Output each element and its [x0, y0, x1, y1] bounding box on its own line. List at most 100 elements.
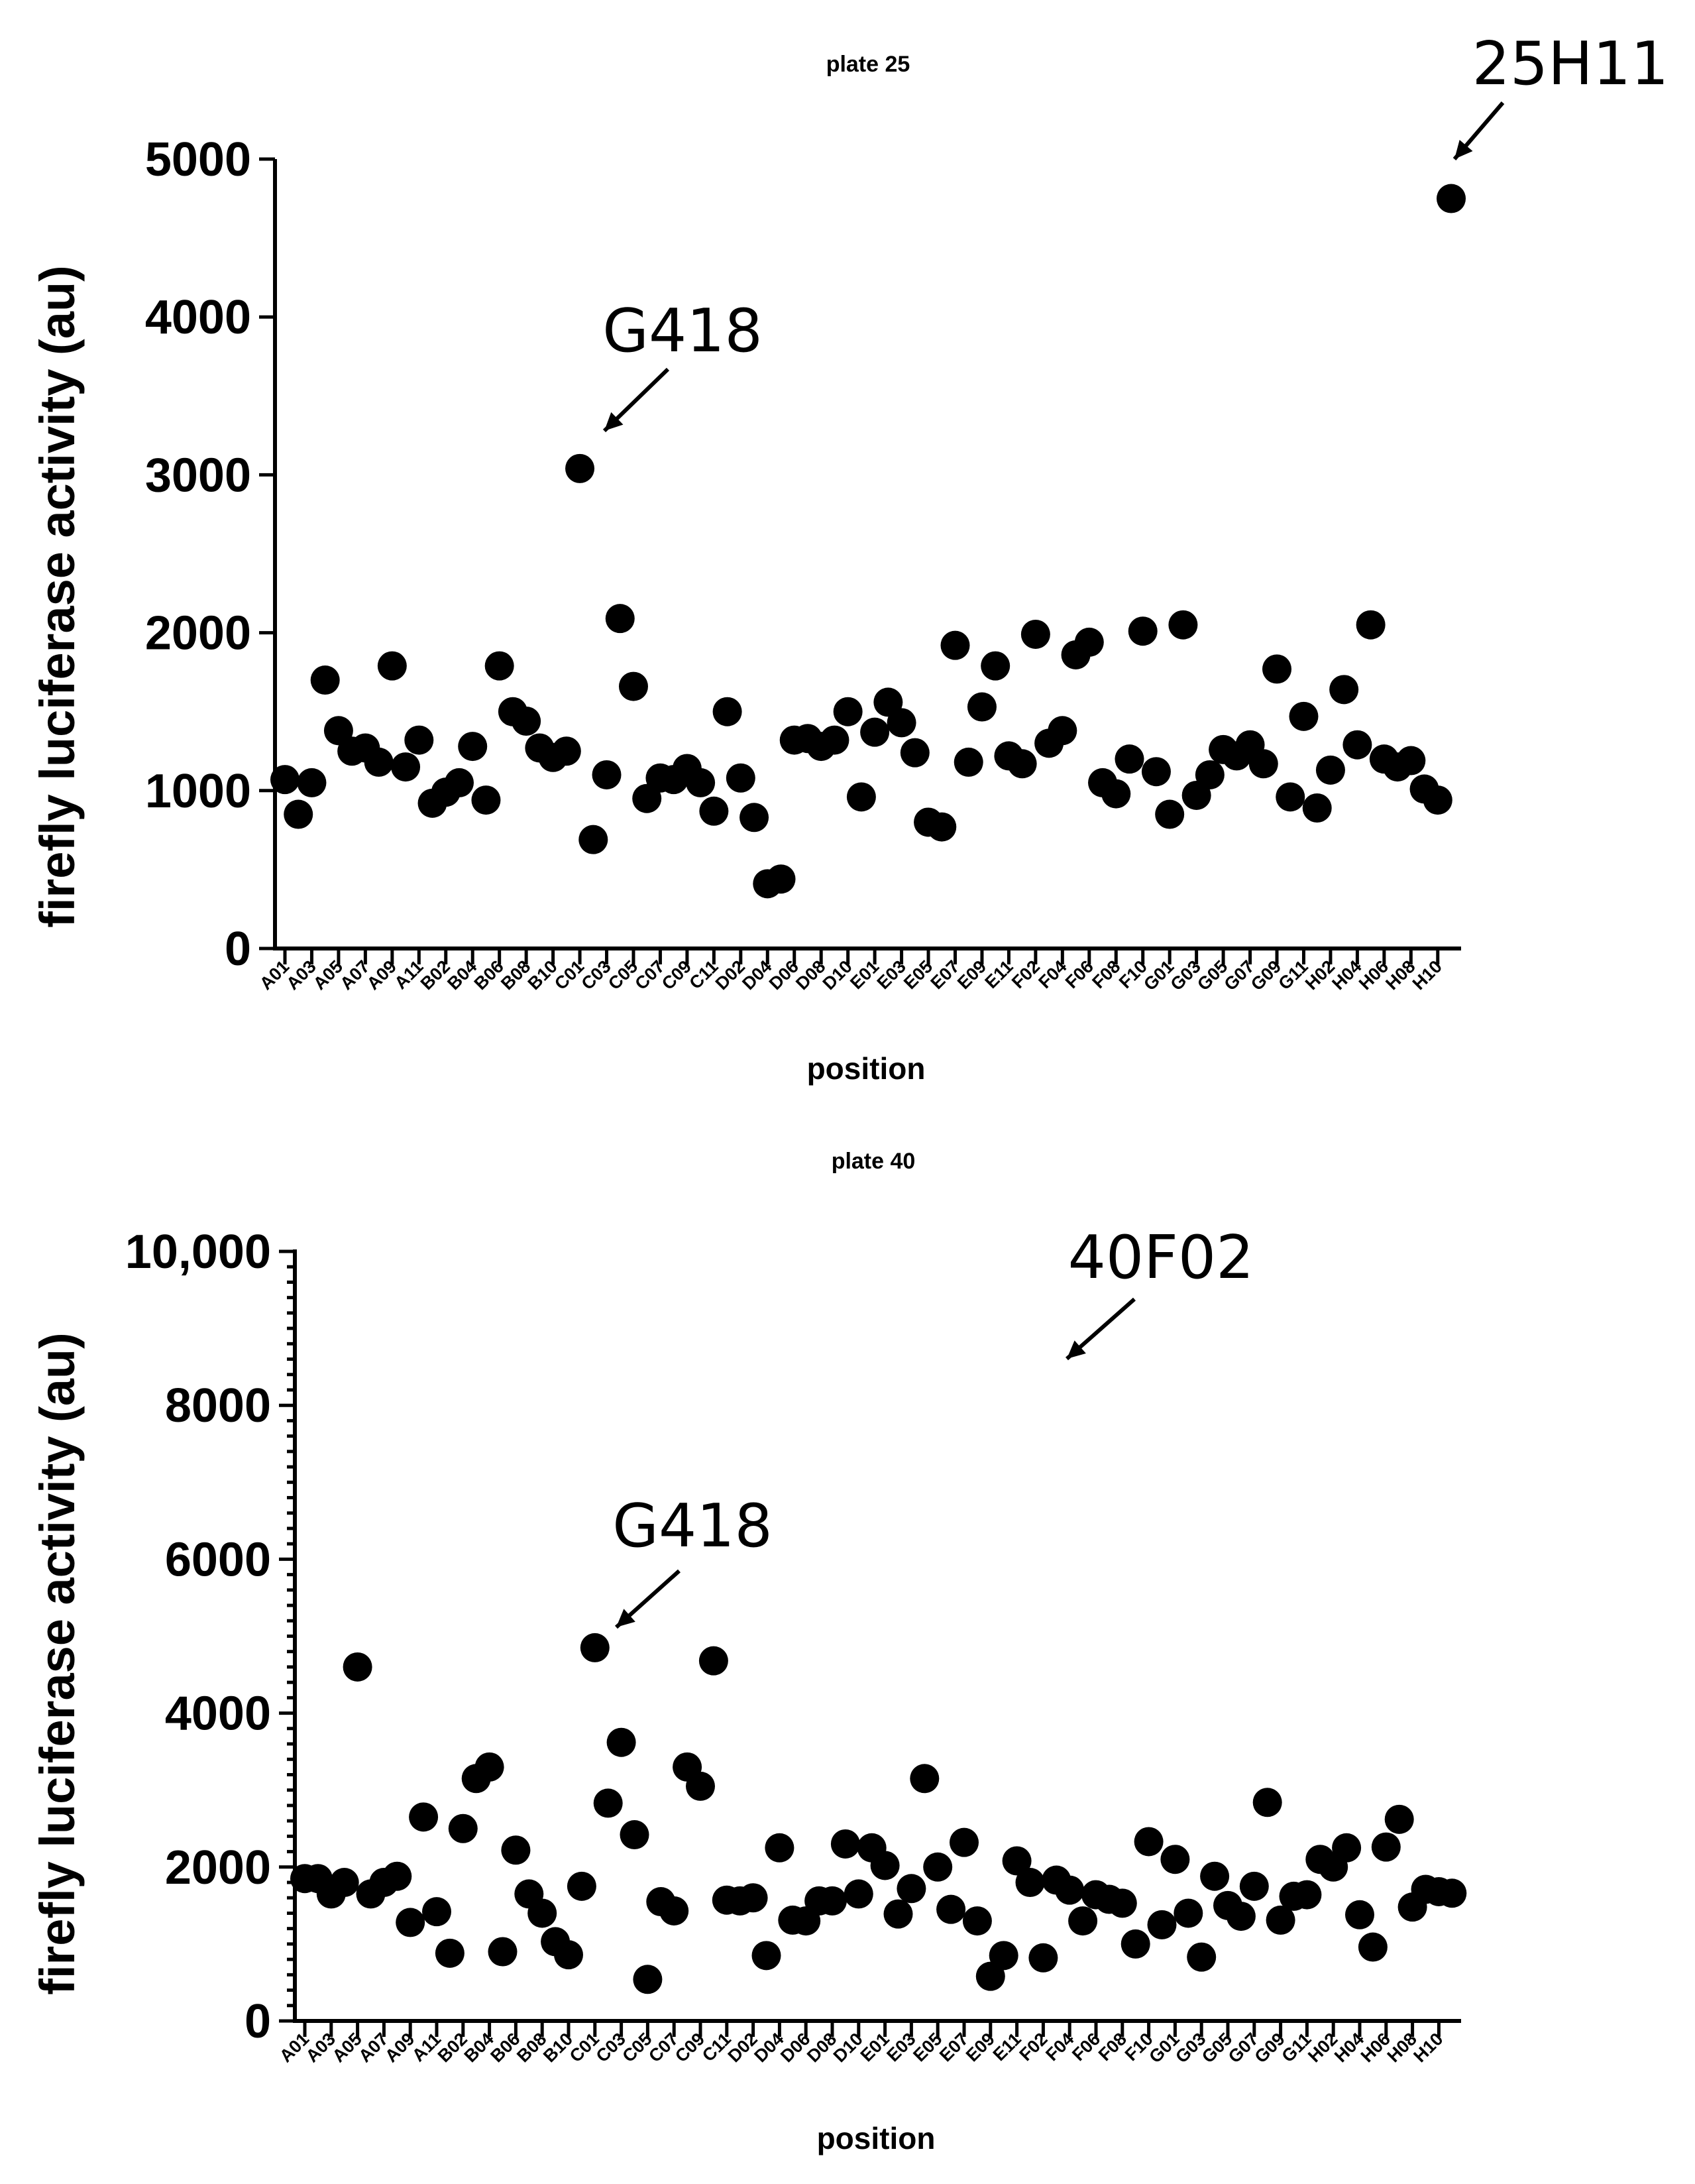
y-tick-label: 2000 [165, 1841, 271, 1894]
data-point [578, 825, 608, 854]
data-point [1423, 785, 1452, 815]
data-point [284, 799, 313, 829]
data-point [1128, 616, 1158, 646]
data-point [435, 1938, 465, 1968]
data-point [1302, 793, 1332, 823]
annotation-label: G418 [602, 296, 763, 366]
data-point [554, 1940, 583, 1970]
data-point [936, 1894, 966, 1924]
data-point [686, 768, 716, 797]
data-point [659, 1896, 689, 1925]
x-tick-label: H10 [1409, 956, 1446, 994]
data-point [739, 803, 769, 833]
data-point [1101, 779, 1131, 809]
data-point [364, 747, 394, 777]
data-point [1396, 746, 1426, 776]
data-point [751, 1941, 781, 1971]
data-point [565, 453, 595, 483]
data-point [1329, 675, 1359, 705]
data-point [1074, 627, 1104, 657]
data-point [1371, 1832, 1401, 1862]
chart-plate-25: plate 25 firefly luciferase activity (au… [30, 29, 1668, 1086]
data-point [1292, 1880, 1322, 1910]
y-tick-label: 4000 [145, 291, 251, 344]
x-tick-label: H10 [1409, 2029, 1447, 2066]
data-point [297, 768, 327, 797]
data-point [1226, 1902, 1256, 1931]
annotation-label: 40F02 [1068, 1223, 1254, 1293]
data-point [820, 725, 849, 755]
data-point [975, 1961, 1005, 1991]
data-point [967, 692, 997, 722]
data-point [766, 864, 796, 894]
data-point [833, 697, 863, 726]
data-point [1356, 610, 1386, 640]
data-point [1437, 184, 1466, 213]
data-point [396, 1908, 425, 1937]
data-point [897, 1874, 926, 1904]
data-point [512, 706, 541, 736]
data-point [981, 651, 1011, 681]
data-point [726, 763, 755, 793]
data-point [830, 1829, 860, 1859]
data-point [699, 796, 729, 826]
x-ticks: A01A03A05A07A09A11B02B04B06B08B10C01C03C… [256, 948, 1446, 994]
data-point [606, 1727, 636, 1757]
y-axis-label: firefly luciferase activity (au) [30, 265, 85, 927]
data-point [391, 752, 421, 782]
data-point [927, 812, 957, 842]
y-axis-label: firefly luciferase activity (au) [30, 1332, 85, 1994]
annotations: G418 40F02 [612, 1223, 1254, 1629]
data-point [1358, 1932, 1388, 1962]
x-axis-label: position [817, 2121, 936, 2155]
y-tick-label: 4000 [165, 1688, 271, 1741]
y-ticks: 0 1000 2000 3000 4000 5000 [145, 133, 275, 976]
data-point [1121, 1929, 1150, 1959]
data-point [1048, 716, 1077, 746]
annotation-label: 25H11 [1472, 29, 1669, 99]
arrow-head [616, 1609, 635, 1627]
arrow-head [1067, 1340, 1086, 1359]
data-point [488, 1937, 518, 1967]
data-point [382, 1861, 412, 1891]
chart-plate-40: plate 40 firefly luciferase activity (au… [30, 1149, 1467, 2155]
y-tick-label: 6000 [165, 1533, 271, 1586]
data-point [1262, 654, 1292, 684]
data-point [484, 651, 514, 681]
data-point [310, 665, 340, 695]
y-tick-label: 8000 [165, 1379, 271, 1432]
data-point [620, 1820, 649, 1850]
data-point [962, 1906, 992, 1936]
annotations: G418 25H11 [602, 29, 1669, 433]
data-point [1168, 610, 1198, 640]
data-point [1055, 1875, 1085, 1905]
chart-title: plate 40 [832, 1149, 916, 1174]
data-point [343, 1652, 372, 1682]
data-point [422, 1897, 451, 1927]
data-point [1015, 1868, 1045, 1898]
data-point [870, 1851, 900, 1880]
data-point [698, 1646, 728, 1676]
data-point [1028, 1943, 1058, 1973]
data-point [860, 717, 890, 747]
data-point [593, 1788, 623, 1818]
data-points [290, 1633, 1467, 1994]
data-point [846, 782, 876, 812]
y-tick-label: 0 [245, 1995, 271, 2048]
data-point [1155, 799, 1185, 829]
arrow-head [604, 412, 624, 431]
data-point [501, 1835, 531, 1865]
data-point [1115, 744, 1144, 774]
data-point [950, 1827, 979, 1857]
data-point [1187, 1942, 1217, 1972]
data-point [883, 1899, 913, 1929]
data-point [527, 1898, 557, 1928]
y-tick-label: 2000 [145, 607, 251, 660]
y-tick-label: 1000 [145, 765, 251, 818]
data-point [592, 760, 622, 789]
data-point [1289, 701, 1319, 731]
data-point [605, 604, 635, 634]
data-point [471, 785, 501, 815]
data-point [910, 1764, 940, 1794]
data-point [448, 1813, 478, 1843]
